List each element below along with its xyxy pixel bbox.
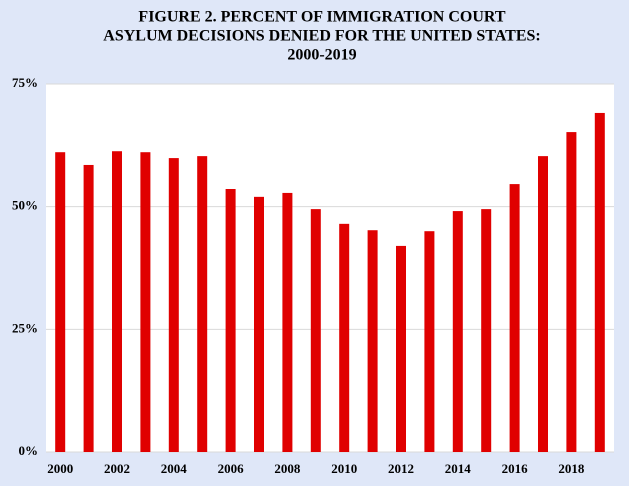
bar — [254, 196, 264, 452]
bar — [225, 189, 236, 452]
x-tick-label: 2018 — [558, 461, 585, 476]
bar — [140, 152, 151, 452]
bar — [112, 151, 122, 453]
bar — [282, 192, 293, 453]
plot-area — [46, 84, 614, 452]
bar — [396, 245, 406, 452]
x-tick-label: 2006 — [218, 461, 245, 476]
x-tick-label: 2014 — [445, 461, 472, 476]
y-tick-label: 0% — [19, 443, 39, 458]
y-tick-label: 50% — [12, 198, 38, 213]
chart-title: ASYLUM DECISIONS DENIED FOR THE UNITED S… — [103, 28, 540, 45]
bar — [55, 152, 66, 452]
bar — [481, 209, 492, 452]
bar — [566, 132, 577, 452]
x-tick-label: 2008 — [274, 461, 301, 476]
bar — [197, 156, 208, 453]
x-tick-label: 2016 — [502, 461, 529, 476]
bar — [367, 230, 378, 452]
chart-title: FIGURE 2. PERCENT OF IMMIGRATION COURT — [138, 9, 505, 26]
bar — [538, 156, 548, 453]
bar — [509, 184, 520, 452]
x-tick-label: 2010 — [331, 461, 357, 476]
x-tick-label: 2004 — [161, 461, 188, 476]
x-tick-label: 2012 — [388, 461, 414, 476]
y-tick-label: 75% — [12, 75, 38, 90]
bar — [424, 231, 435, 452]
bar — [594, 112, 605, 452]
bar — [83, 164, 94, 452]
bar — [339, 223, 350, 452]
bar — [168, 158, 179, 452]
chart-title: 2000-2019 — [287, 47, 356, 64]
x-tick-label: 2002 — [104, 461, 130, 476]
bar — [452, 211, 463, 452]
x-tick-label: 2000 — [47, 461, 73, 476]
bar — [310, 209, 321, 452]
y-tick-label: 25% — [12, 320, 38, 335]
